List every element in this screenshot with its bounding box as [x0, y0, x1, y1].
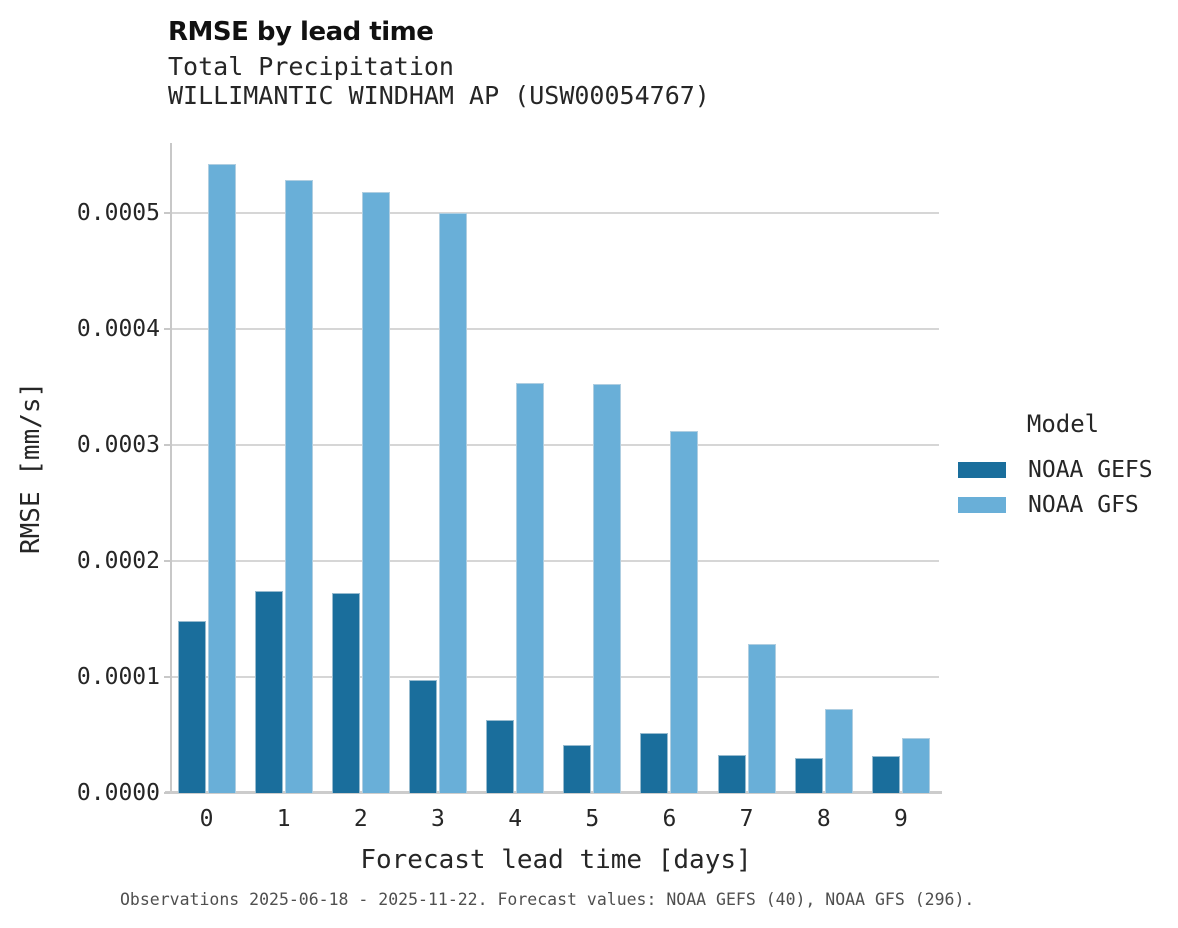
y-tick-label-0.0002: 0.0002 — [76, 547, 160, 574]
legend: Model NOAA GEFS NOAA GFS — [958, 410, 1168, 522]
bar-noaa-gfs-day-9 — [901, 738, 930, 793]
bar-noaa-gfs-day-7 — [747, 644, 776, 793]
bar-noaa-gfs-day-6 — [670, 430, 699, 793]
bar-noaa-gefs-day-4 — [486, 719, 515, 793]
bar-group-day-3 — [408, 212, 467, 793]
chart-subtitle-station: WILLIMANTIC WINDHAM AP (USW00054767) — [168, 81, 710, 110]
chart-title: RMSE by lead time — [168, 17, 434, 47]
legend-title: Model — [1026, 410, 1100, 438]
legend-swatch-noaa-gefs — [958, 461, 1006, 478]
bar-noaa-gefs-day-8 — [794, 758, 823, 793]
y-tick-mark-0.0004 — [164, 327, 170, 330]
bar-noaa-gfs-day-2 — [361, 191, 390, 793]
bar-group-day-7 — [717, 644, 776, 793]
y-tick-label-0.0003: 0.0003 — [76, 431, 160, 458]
gridline-0.0005 — [172, 211, 939, 214]
footer-caption: Observations 2025-06-18 - 2025-11-22. Fo… — [120, 890, 975, 909]
bar-noaa-gefs-day-9 — [871, 755, 900, 793]
gridline-0.0003 — [172, 443, 939, 446]
y-tick-label-0.0000: 0.0000 — [76, 780, 160, 806]
plot-area — [172, 143, 939, 793]
bar-noaa-gfs-day-1 — [284, 180, 313, 793]
bar-noaa-gefs-day-2 — [331, 593, 360, 793]
bar-noaa-gefs-day-1 — [254, 591, 283, 793]
y-axis-spine — [170, 143, 172, 793]
x-tick-label-9: 9 — [894, 806, 908, 832]
bar-noaa-gfs-day-5 — [593, 384, 622, 793]
legend-entry-noaa-gfs: NOAA GFS — [958, 487, 1168, 522]
bar-group-day-8 — [794, 709, 853, 793]
bar-noaa-gefs-day-3 — [408, 680, 437, 793]
bar-noaa-gefs-day-7 — [717, 754, 746, 793]
bar-group-day-9 — [871, 738, 930, 793]
x-tick-label-3: 3 — [431, 806, 445, 832]
y-tick-label-0.0004: 0.0004 — [76, 315, 160, 342]
legend-entry-noaa-gefs: NOAA GEFS — [958, 452, 1168, 487]
legend-label-noaa-gefs: NOAA GEFS — [1028, 456, 1153, 483]
y-tick-mark-0.0000 — [164, 792, 170, 794]
bar-noaa-gefs-day-0 — [177, 621, 206, 793]
bar-noaa-gfs-day-0 — [207, 163, 236, 793]
x-tick-label-8: 8 — [816, 806, 831, 832]
x-tick-label-5: 5 — [585, 806, 600, 832]
bar-group-day-5 — [563, 384, 622, 793]
bar-noaa-gefs-day-5 — [563, 745, 592, 793]
bar-noaa-gfs-day-4 — [516, 383, 545, 793]
bar-noaa-gefs-day-6 — [640, 732, 669, 793]
bar-group-day-0 — [177, 163, 236, 793]
bar-group-day-1 — [254, 180, 313, 793]
x-tick-label-1: 1 — [276, 806, 291, 832]
y-tick-mark-0.0005 — [164, 211, 170, 214]
chart-subtitle-variable: Total Precipitation — [168, 52, 454, 81]
x-tick-label-7: 7 — [739, 806, 754, 832]
bar-group-day-4 — [486, 383, 545, 793]
x-tick-label-6: 6 — [662, 806, 677, 832]
bar-group-day-2 — [331, 191, 390, 793]
x-tick-label-2: 2 — [353, 806, 368, 832]
x-tick-label-4: 4 — [508, 806, 523, 832]
bar-group-day-6 — [640, 430, 699, 793]
y-tick-label-0.0001: 0.0001 — [76, 663, 160, 690]
y-tick-mark-0.0001 — [164, 675, 170, 678]
x-tick-label-0: 0 — [199, 806, 214, 832]
y-tick-label-0.0005: 0.0005 — [76, 199, 160, 226]
legend-label-noaa-gfs: NOAA GFS — [1028, 491, 1139, 518]
gridline-0.0002 — [172, 559, 939, 562]
bar-noaa-gfs-day-8 — [824, 709, 853, 793]
x-axis-spine — [165, 791, 942, 794]
x-axis-title: Forecast lead time [days] — [360, 845, 752, 875]
gridline-0.0001 — [172, 675, 939, 678]
y-tick-mark-0.0002 — [164, 559, 170, 562]
legend-swatch-noaa-gfs — [958, 496, 1006, 513]
bar-noaa-gfs-day-3 — [438, 212, 467, 793]
y-axis-title: RMSE [mm/s] — [16, 381, 46, 555]
gridline-0.0004 — [172, 327, 939, 330]
y-tick-mark-0.0003 — [164, 443, 170, 446]
